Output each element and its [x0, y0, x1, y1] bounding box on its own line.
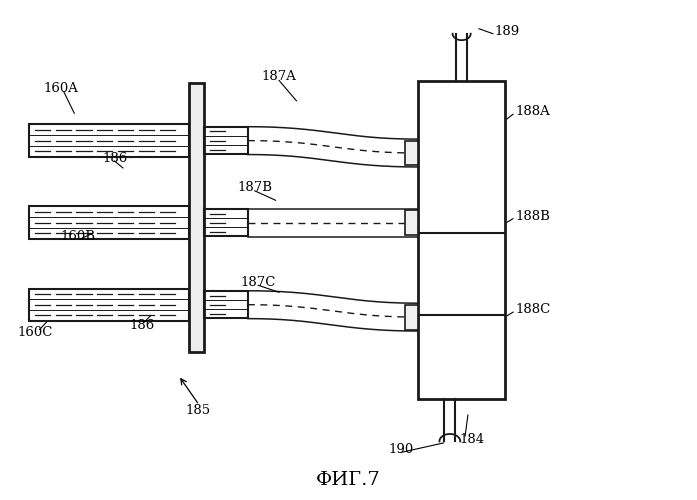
Bar — [189, 84, 204, 352]
Text: 188A: 188A — [515, 106, 550, 118]
Text: 186: 186 — [102, 152, 128, 164]
Text: 188C: 188C — [515, 303, 551, 316]
Text: 160C: 160C — [17, 326, 53, 338]
Text: 184: 184 — [459, 434, 484, 446]
Text: ФИГ.7: ФИГ.7 — [316, 470, 381, 488]
Bar — [406, 140, 418, 166]
Text: 185: 185 — [185, 404, 210, 416]
Bar — [418, 81, 505, 399]
Text: 187B: 187B — [238, 182, 273, 194]
Bar — [406, 304, 418, 330]
Text: 188B: 188B — [515, 210, 550, 222]
Text: 160B: 160B — [61, 230, 95, 242]
Text: 186: 186 — [130, 319, 155, 332]
Text: 189: 189 — [494, 24, 519, 38]
Text: 187A: 187A — [261, 70, 297, 84]
Text: 190: 190 — [389, 444, 414, 456]
Text: 160A: 160A — [43, 82, 78, 95]
Text: 187C: 187C — [241, 276, 276, 289]
Bar — [406, 210, 418, 235]
